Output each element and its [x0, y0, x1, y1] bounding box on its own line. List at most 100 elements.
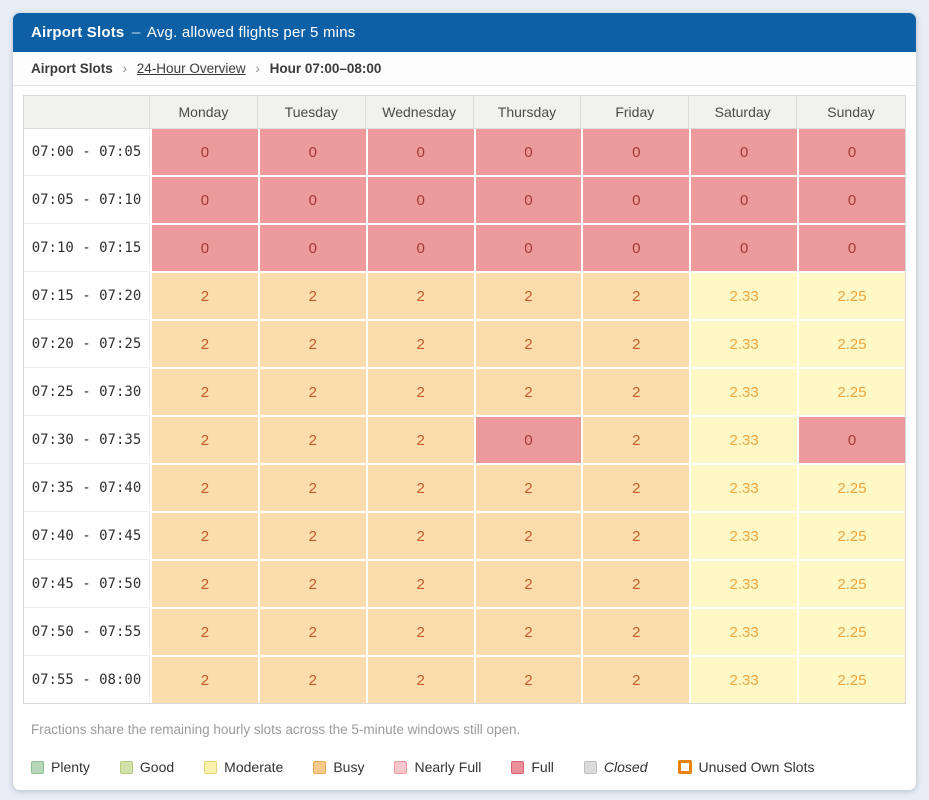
slot-cell[interactable]: 2: [581, 463, 690, 511]
slot-cell[interactable]: 0: [581, 223, 690, 271]
slot-cell[interactable]: 0: [365, 175, 474, 223]
slot-cell[interactable]: 2: [257, 463, 366, 511]
slot-cell[interactable]: 0: [257, 129, 366, 175]
slot-cell[interactable]: 2.33: [689, 655, 798, 703]
slot-cell[interactable]: 0: [150, 223, 258, 271]
slot-cell[interactable]: 2.33: [689, 511, 798, 559]
legend-label: Busy: [333, 759, 365, 775]
slot-cell[interactable]: 2.25: [797, 607, 905, 655]
slot-cell[interactable]: 2: [150, 415, 258, 463]
slot-cell[interactable]: 0: [689, 175, 798, 223]
table-row: 07:45 - 07:50 2 2 2 2 2 2.33 2.25: [24, 559, 905, 607]
slot-cell[interactable]: 2: [365, 607, 474, 655]
slot-cell[interactable]: 2: [365, 511, 474, 559]
slot-cell[interactable]: 2: [365, 271, 474, 319]
slots-tbody: 07:00 - 07:05 0 0 0 0 0 0 0 07:05 - 07:10 0 0 0 0 0 0 0…: [24, 129, 905, 703]
slot-cell[interactable]: 2: [581, 319, 690, 367]
slot-cell[interactable]: 2: [581, 655, 690, 703]
slot-cell[interactable]: 2: [257, 271, 366, 319]
slot-cell[interactable]: 0: [581, 175, 690, 223]
slot-cell[interactable]: 2: [365, 367, 474, 415]
slot-cell[interactable]: 2: [581, 511, 690, 559]
slot-cell[interactable]: 2: [257, 607, 366, 655]
slot-cell[interactable]: 2: [473, 559, 582, 607]
slot-cell[interactable]: 0: [689, 129, 798, 175]
slot-cell[interactable]: 2: [473, 463, 582, 511]
slot-cell[interactable]: 2: [365, 319, 474, 367]
slots-table: Monday Tuesday Wednesday Thursday Friday Satu…: [24, 96, 905, 703]
slot-cell[interactable]: 0: [365, 223, 474, 271]
slot-cell[interactable]: 2.25: [797, 271, 905, 319]
day-header: Monday: [150, 96, 258, 129]
slot-cell[interactable]: 2.33: [689, 319, 798, 367]
slot-cell[interactable]: 0: [581, 129, 690, 175]
slot-cell[interactable]: 2.25: [797, 463, 905, 511]
slot-cell[interactable]: 0: [150, 175, 258, 223]
slot-cell[interactable]: 2.33: [689, 271, 798, 319]
slot-cell[interactable]: 2.33: [689, 367, 798, 415]
slot-cell[interactable]: 2: [473, 607, 582, 655]
breadcrumb-link-24-hour-overview[interactable]: 24-Hour Overview: [136, 61, 246, 76]
slot-cell[interactable]: 0: [365, 129, 474, 175]
slot-cell[interactable]: 2: [257, 655, 366, 703]
slot-cell[interactable]: 2: [473, 271, 582, 319]
slot-cell[interactable]: 2: [581, 607, 690, 655]
slot-cell[interactable]: 2: [473, 367, 582, 415]
slot-cell[interactable]: 2: [257, 559, 366, 607]
slot-cell[interactable]: 0: [473, 223, 582, 271]
slot-cell[interactable]: 2.33: [689, 415, 798, 463]
slot-cell[interactable]: 2.33: [689, 463, 798, 511]
slot-cell[interactable]: 2: [257, 511, 366, 559]
time-range-label: 07:25 - 07:30: [24, 367, 150, 415]
slot-cell[interactable]: 2: [365, 415, 474, 463]
slot-cell[interactable]: 0: [473, 415, 582, 463]
slot-cell[interactable]: 2: [150, 463, 258, 511]
slot-cell[interactable]: 2: [581, 367, 690, 415]
slot-cell[interactable]: 0: [150, 129, 258, 175]
slot-cell[interactable]: 2: [473, 511, 582, 559]
legend-item: Moderate: [204, 759, 283, 775]
slot-cell[interactable]: 2.33: [689, 607, 798, 655]
slot-cell[interactable]: 2: [473, 655, 582, 703]
slot-cell[interactable]: 2.25: [797, 367, 905, 415]
slot-cell[interactable]: 0: [257, 175, 366, 223]
legend-item: Plenty: [31, 759, 90, 775]
slot-cell[interactable]: 2: [581, 415, 690, 463]
slot-cell[interactable]: 0: [257, 223, 366, 271]
slot-cell[interactable]: 2: [150, 607, 258, 655]
slot-cell[interactable]: 2: [365, 559, 474, 607]
slot-cell[interactable]: 2.25: [797, 511, 905, 559]
legend-item: Closed: [583, 759, 648, 775]
slot-cell[interactable]: 2: [257, 319, 366, 367]
slot-cell[interactable]: 2.25: [797, 655, 905, 703]
slot-cell[interactable]: 2: [150, 367, 258, 415]
slot-cell[interactable]: 2: [257, 367, 366, 415]
slot-cell[interactable]: 0: [473, 175, 582, 223]
slot-cell[interactable]: 2: [150, 655, 258, 703]
slot-cell[interactable]: 2: [365, 463, 474, 511]
slot-cell[interactable]: 2: [150, 319, 258, 367]
slot-cell[interactable]: 2: [150, 271, 258, 319]
fractions-footnote: Fractions share the remaining hourly slo…: [31, 722, 521, 737]
slot-cell[interactable]: 2: [473, 319, 582, 367]
slot-cell[interactable]: 2: [150, 511, 258, 559]
table-row: 07:25 - 07:30 2 2 2 2 2 2.33 2.25: [24, 367, 905, 415]
day-header: Wednesday: [365, 96, 474, 129]
slot-cell[interactable]: 2: [150, 559, 258, 607]
slot-cell[interactable]: 2.33: [689, 559, 798, 607]
slot-cell[interactable]: 2: [581, 271, 690, 319]
slot-cell[interactable]: 0: [689, 223, 798, 271]
table-row: 07:10 - 07:15 0 0 0 0 0 0 0: [24, 223, 905, 271]
breadcrumb: Airport Slots › 24-Hour Overview › Hour …: [13, 52, 916, 86]
slot-cell[interactable]: 0: [797, 129, 905, 175]
slot-cell[interactable]: 0: [797, 175, 905, 223]
slot-cell[interactable]: 0: [797, 415, 905, 463]
slot-cell[interactable]: 0: [473, 129, 582, 175]
slot-cell[interactable]: 2: [581, 559, 690, 607]
slot-cell[interactable]: 2: [365, 655, 474, 703]
slot-cell[interactable]: 2: [257, 415, 366, 463]
table-row: 07:00 - 07:05 0 0 0 0 0 0 0: [24, 129, 905, 175]
slot-cell[interactable]: 0: [797, 223, 905, 271]
slot-cell[interactable]: 2.25: [797, 559, 905, 607]
slot-cell[interactable]: 2.25: [797, 319, 905, 367]
